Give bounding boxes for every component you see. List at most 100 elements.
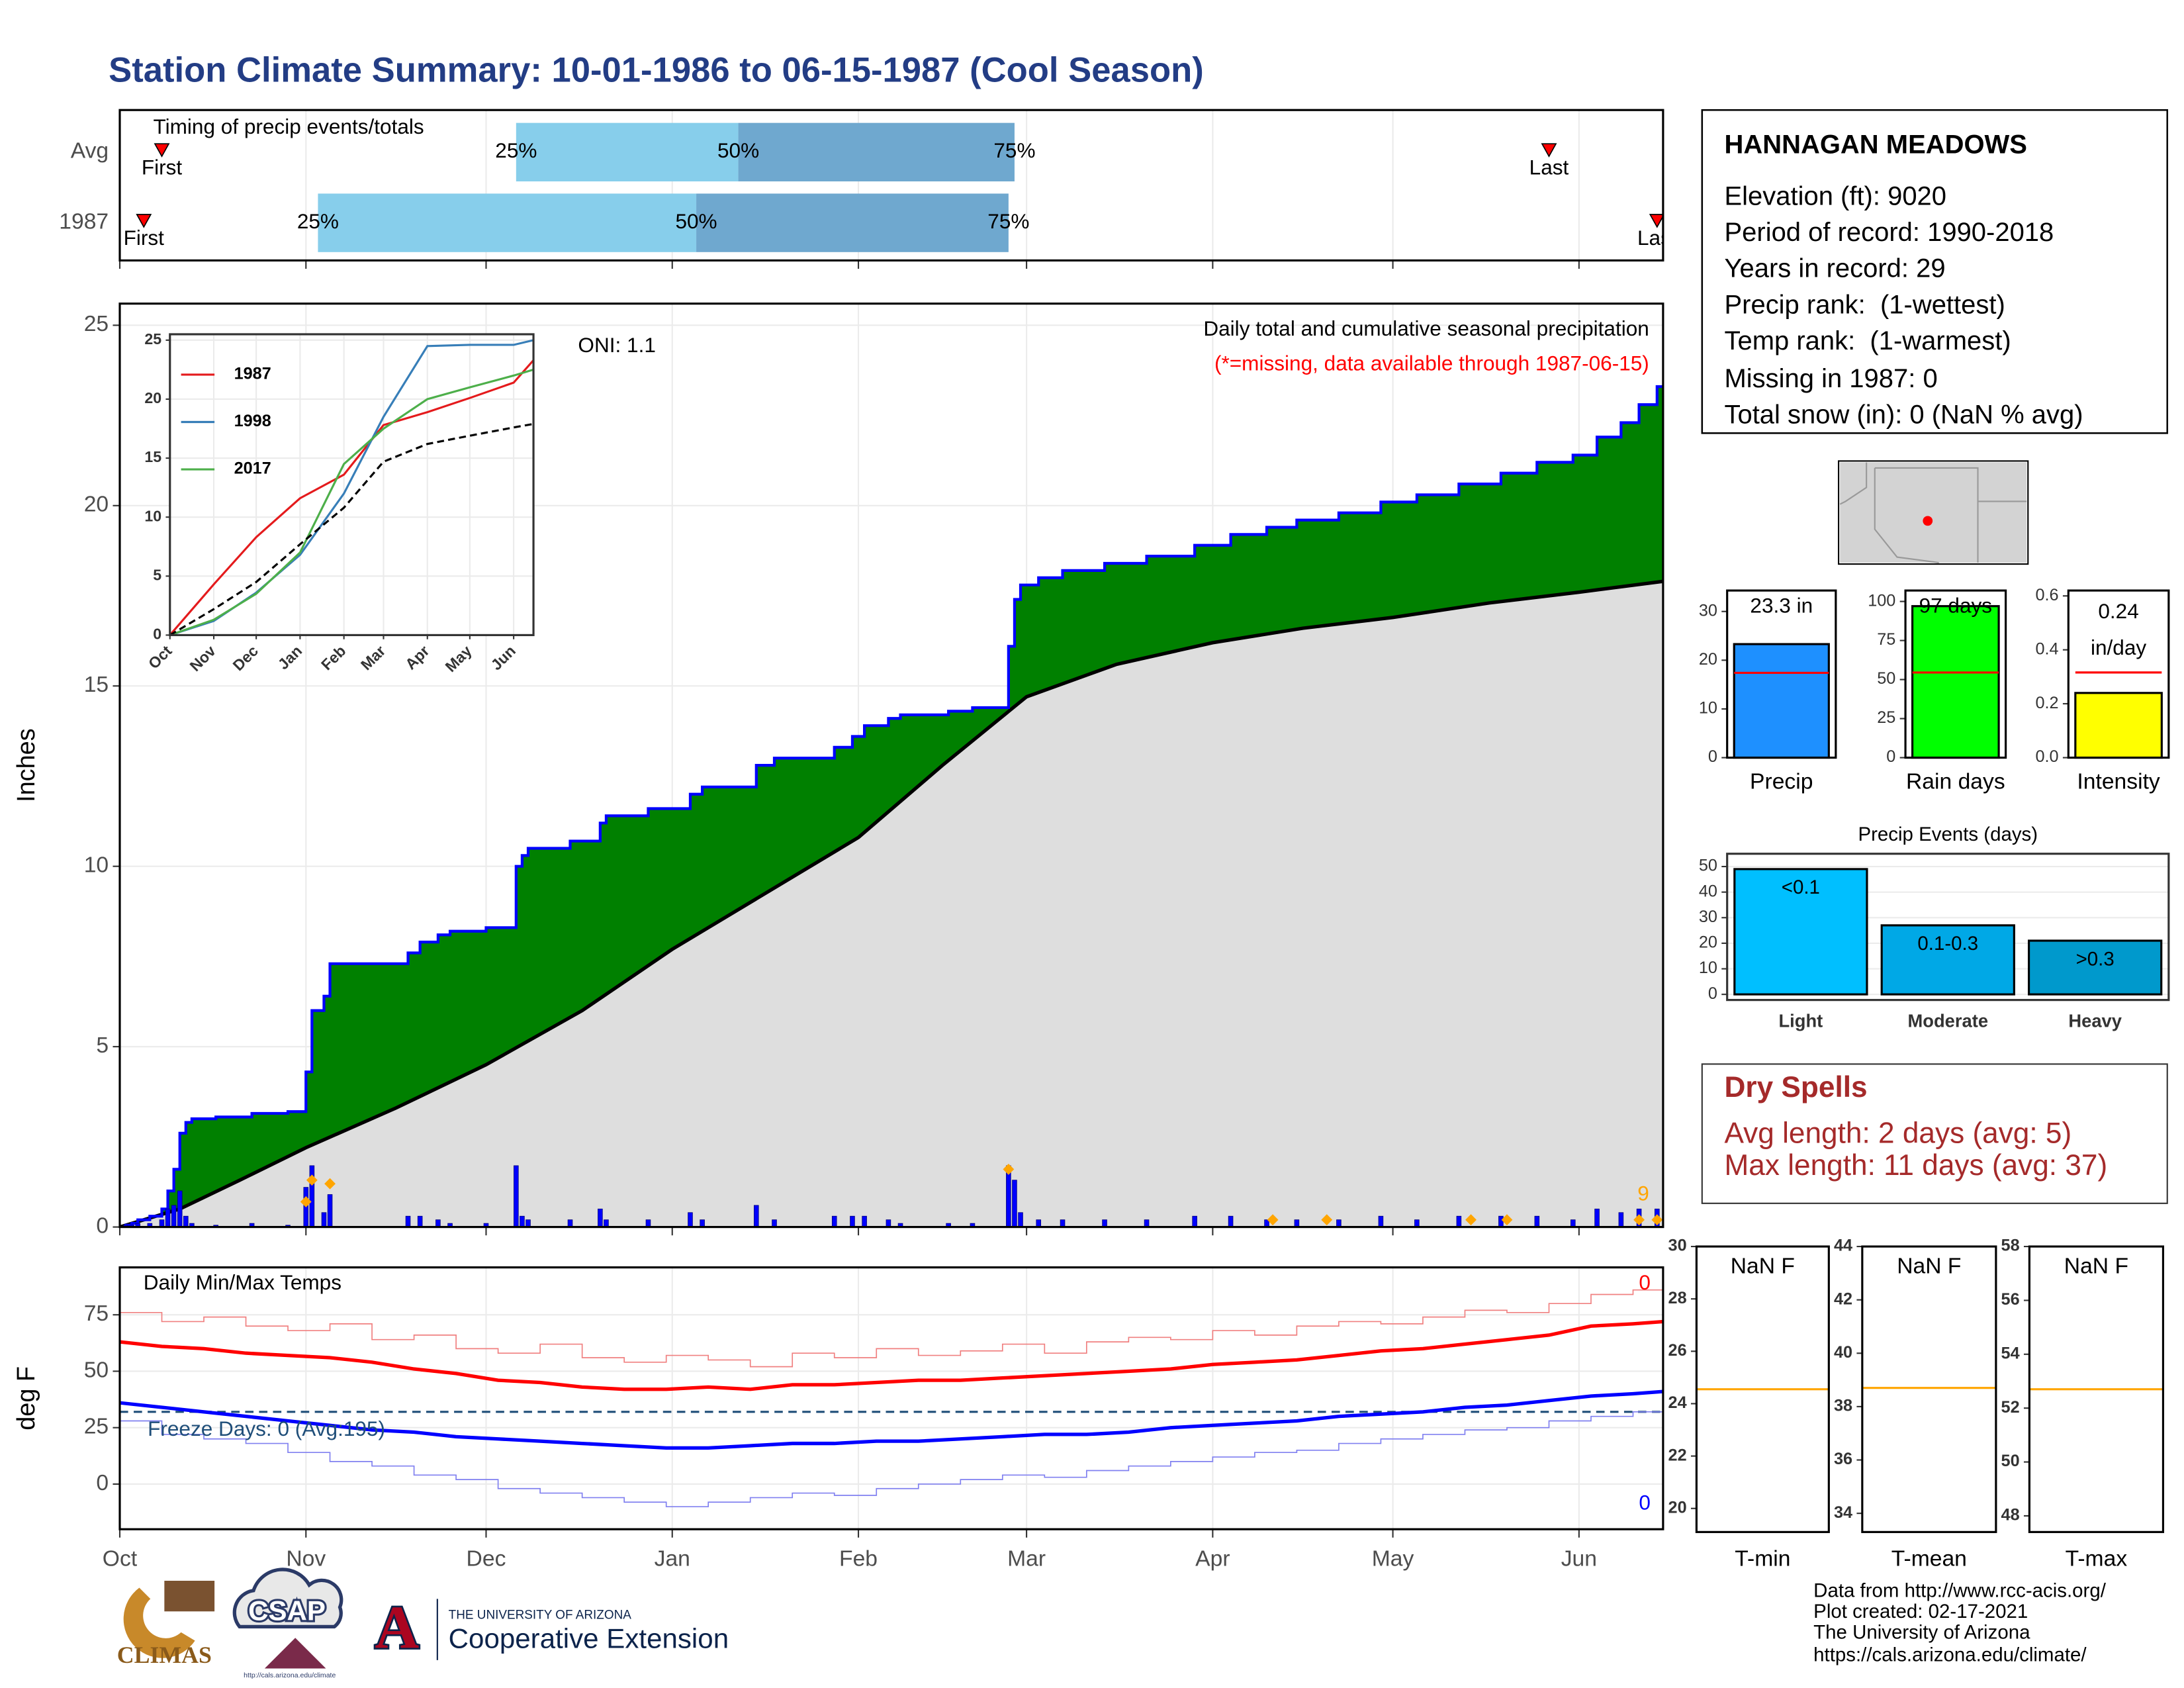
y-tick-label: 34 — [1834, 1503, 1852, 1522]
daily-bar — [645, 1219, 651, 1227]
y-tick-label: 0 — [1886, 747, 1895, 766]
daily-bar — [327, 1194, 333, 1227]
plot-frame — [1904, 589, 2007, 759]
daily-bar — [309, 1165, 315, 1227]
daily-bar — [886, 1219, 891, 1227]
daily-bar — [417, 1215, 423, 1227]
value-label: NaN F — [1731, 1254, 1795, 1278]
daily-bar — [567, 1219, 573, 1227]
page-title: Station Climate Summary: 10-01-1986 to 0… — [109, 50, 1204, 89]
daily-bar — [249, 1223, 255, 1227]
daily-bar — [598, 1208, 603, 1227]
plot-frame — [1726, 853, 2170, 1002]
y-tick-label: 20 — [1699, 933, 1717, 952]
dry-spells-line: Avg length: 2 days (avg: 5) — [1724, 1117, 2071, 1149]
series-line — [169, 422, 534, 635]
daily-bar — [946, 1223, 951, 1227]
y-tick-label: 56 — [2001, 1290, 2020, 1309]
point-label: Last — [1529, 155, 1569, 179]
plot-area — [119, 1289, 1663, 1507]
plot-frame — [118, 303, 1664, 1229]
daily-bar — [700, 1219, 705, 1227]
panel-title: Daily Min/Max Temps — [144, 1270, 341, 1294]
plot-background — [169, 334, 534, 635]
plot-area — [119, 385, 1663, 1227]
annotation: 0 — [1639, 1270, 1651, 1294]
daily-bar — [1498, 1215, 1504, 1227]
daily-bar — [1012, 1180, 1017, 1227]
y-tick-label: 0 — [96, 1213, 109, 1238]
x-tick-label: Apr — [1195, 1546, 1230, 1571]
daily-bar — [897, 1223, 903, 1227]
y-tick-label: 25 — [84, 1415, 109, 1439]
y-tick-label: 58 — [2001, 1237, 2020, 1255]
bar — [1733, 868, 1868, 996]
y-tick-label: 26 — [1668, 1341, 1687, 1360]
csap-cloud — [232, 1568, 343, 1629]
plot-frame — [118, 109, 1664, 262]
y-tick-label: 30 — [1699, 601, 1717, 620]
daily-bar — [1618, 1212, 1624, 1227]
y-tick-label: 0.2 — [2035, 694, 2058, 712]
event-marker — [1541, 143, 1557, 158]
bin-label: >0.3 — [2076, 948, 2115, 970]
daily-bar — [159, 1219, 165, 1227]
plot-area — [169, 339, 534, 635]
cumulative-line — [124, 385, 1663, 1227]
event-marker — [154, 143, 170, 158]
daily-bar — [147, 1223, 153, 1227]
logo-text: Cooperative Extension — [449, 1623, 729, 1654]
daily-bar — [1102, 1219, 1107, 1227]
y-tick-label: 0.4 — [2035, 639, 2058, 658]
daily-bar — [1060, 1219, 1066, 1227]
event-marker — [1321, 1214, 1333, 1226]
footer-line: Plot created: 02-17-2021 — [1813, 1601, 2028, 1622]
map-border — [1874, 467, 1979, 563]
plot-frame — [1726, 589, 1837, 759]
y-tick-label: 54 — [2001, 1344, 2020, 1362]
quartile-bar — [318, 193, 697, 252]
annotation: Freeze Days: 0 (Avg:195) — [148, 1417, 385, 1440]
y-tick-label: 40 — [1834, 1343, 1852, 1362]
event-marker — [1649, 214, 1663, 228]
category-label: Intensity — [2077, 769, 2160, 794]
daily-bar — [688, 1212, 693, 1227]
daily-bar — [1228, 1215, 1234, 1227]
category-label: T-mean — [1891, 1546, 1967, 1571]
location-map — [1838, 460, 2029, 565]
y-tick-label: 0.6 — [2035, 586, 2058, 604]
category-label: Rain days — [1906, 769, 2005, 794]
logo-text: THE UNIVERSITY OF ARIZONA — [449, 1609, 632, 1622]
y-tick-label: 48 — [2001, 1506, 2020, 1524]
logo-text: CLIMAS — [117, 1642, 212, 1668]
daily-bar — [1534, 1215, 1540, 1227]
series-line — [119, 1411, 1663, 1507]
y-tick-label: 28 — [1668, 1289, 1687, 1307]
row-label: Avg — [71, 139, 109, 164]
station-line: Precip rank: (1-wettest) — [1724, 290, 2005, 319]
y-tick-label: 0 — [96, 1471, 109, 1495]
station-line: Years in record: 29 — [1724, 254, 1945, 283]
daily-bar — [1018, 1212, 1023, 1227]
y-tick-label: 75 — [1877, 630, 1895, 649]
logo-text: CSAP — [248, 1595, 326, 1626]
y-tick-label: 75 — [84, 1301, 109, 1326]
y-tick-label: 36 — [1834, 1450, 1852, 1468]
daily-bar — [1036, 1219, 1042, 1227]
series-line — [119, 1289, 1663, 1368]
x-tick-label: Nov — [286, 1546, 326, 1571]
y-tick-label: 0 — [1708, 984, 1717, 1003]
point-label: 50% — [717, 138, 759, 162]
x-tick-label: Feb — [839, 1546, 878, 1571]
daily-bar — [1294, 1219, 1300, 1227]
chart-title: Daily total and cumulative seasonal prec… — [1203, 316, 1649, 340]
daily-bar — [525, 1219, 531, 1227]
x-tick-label: Jun — [1561, 1546, 1597, 1571]
station-box — [1701, 109, 2169, 434]
daily-bar — [183, 1215, 189, 1227]
y-tick-label: 50 — [2001, 1452, 2020, 1470]
x-tick-label: May — [1372, 1546, 1414, 1571]
daily-bar — [189, 1223, 195, 1227]
daily-bar — [321, 1212, 327, 1227]
y-tick-label: 15 — [84, 673, 109, 697]
